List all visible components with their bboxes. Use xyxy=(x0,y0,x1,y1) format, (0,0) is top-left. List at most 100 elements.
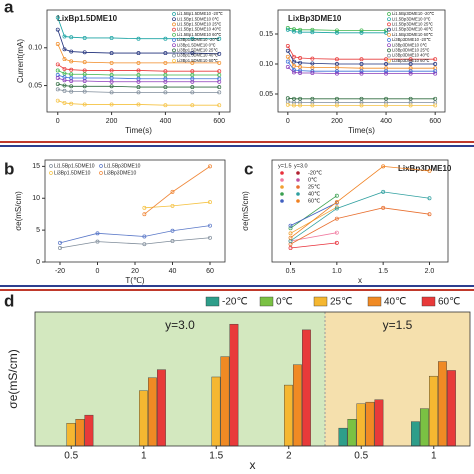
frame xyxy=(34,311,471,447)
legend-label: 25℃ xyxy=(330,297,352,308)
series-line xyxy=(287,104,436,106)
series-line xyxy=(290,195,338,229)
point xyxy=(334,69,339,74)
y-tick-label: 5 xyxy=(36,227,40,234)
bar xyxy=(365,401,375,447)
point xyxy=(433,103,438,108)
point xyxy=(359,62,364,66)
point xyxy=(69,79,74,83)
point xyxy=(58,240,62,245)
point xyxy=(109,79,114,84)
point xyxy=(334,65,339,70)
point xyxy=(359,30,364,35)
legend-marker xyxy=(172,32,176,37)
legend-swatch xyxy=(259,296,274,307)
bar xyxy=(447,370,456,447)
point xyxy=(310,30,315,35)
legend-label: Li3Bp1.5DME10 25℃ xyxy=(177,48,218,53)
legend-header: y=1.5 xyxy=(278,163,292,169)
point xyxy=(208,223,212,228)
legend-marker xyxy=(387,22,391,27)
point xyxy=(217,69,222,74)
legend-label: Li1.5Bp1.5DME10 25℃ xyxy=(177,22,222,27)
series-line xyxy=(144,166,211,215)
legend-marker xyxy=(172,58,176,63)
legend-marker xyxy=(387,58,391,63)
point xyxy=(208,235,212,240)
legend-label: 60℃ xyxy=(308,198,321,204)
legend-label: 0℃ xyxy=(308,177,318,183)
legend-label: 60℃ xyxy=(438,297,460,308)
point xyxy=(381,205,386,210)
legend-label: 0℃ xyxy=(276,297,293,308)
point xyxy=(334,57,339,62)
point xyxy=(136,90,141,95)
legend-label: Li3Bp1.5DME10 0℃ xyxy=(177,42,216,47)
point xyxy=(433,71,438,76)
point xyxy=(217,79,222,84)
series-line xyxy=(59,225,211,244)
y-axis-label: Current(mA) xyxy=(16,39,25,83)
point xyxy=(190,36,195,41)
y-tick-label: 0.10 xyxy=(259,61,273,68)
y-tick-label: 0.05 xyxy=(259,91,273,98)
point xyxy=(82,50,87,55)
series-line xyxy=(290,191,430,242)
point xyxy=(359,96,364,101)
point xyxy=(82,60,87,65)
bar xyxy=(157,369,166,447)
point xyxy=(285,59,290,64)
point xyxy=(292,68,296,72)
point xyxy=(285,27,290,32)
legend-swatch xyxy=(313,296,328,307)
series-line xyxy=(290,242,337,249)
point xyxy=(190,79,195,84)
point xyxy=(334,216,339,221)
series-line xyxy=(59,237,211,249)
point xyxy=(288,226,293,231)
point xyxy=(384,96,389,101)
series-line xyxy=(57,88,220,93)
legend-marker xyxy=(172,12,176,16)
x-tick-label: 20 xyxy=(131,268,139,275)
point xyxy=(334,96,339,101)
point xyxy=(82,102,87,107)
legend-label: Li1.5Bp1.5DME10 -20℃ xyxy=(177,11,223,16)
point xyxy=(58,246,62,250)
legend-marker xyxy=(49,164,53,168)
point xyxy=(55,42,60,46)
x-axis-label: x xyxy=(358,276,362,285)
y-tick-label: 15 xyxy=(32,163,40,170)
legend-swatch xyxy=(421,296,436,307)
chart-title: LixBp3DME10 xyxy=(398,164,452,173)
point xyxy=(163,69,168,74)
legend-label: -20℃ xyxy=(222,297,248,308)
legend-marker xyxy=(172,22,176,27)
point xyxy=(170,239,175,243)
point xyxy=(384,62,389,66)
x-tick-label: 600 xyxy=(429,118,441,125)
legend-marker xyxy=(296,178,300,182)
point xyxy=(163,79,168,84)
point xyxy=(298,65,303,69)
point xyxy=(298,103,303,108)
point xyxy=(310,61,315,66)
bar xyxy=(84,414,94,447)
point xyxy=(163,90,168,95)
x-tick-label: 0.5 xyxy=(286,268,296,275)
point xyxy=(69,67,74,72)
point xyxy=(163,60,168,65)
bar xyxy=(374,399,384,447)
chart-title: LixBp3DME10 xyxy=(288,14,342,23)
point xyxy=(359,28,364,33)
series-line xyxy=(287,61,436,72)
point xyxy=(109,51,114,56)
point xyxy=(310,96,315,101)
point xyxy=(433,57,438,62)
point xyxy=(384,103,389,108)
point xyxy=(55,62,60,67)
point xyxy=(334,28,339,33)
frame xyxy=(277,9,446,113)
point xyxy=(142,234,147,239)
point xyxy=(190,85,195,90)
